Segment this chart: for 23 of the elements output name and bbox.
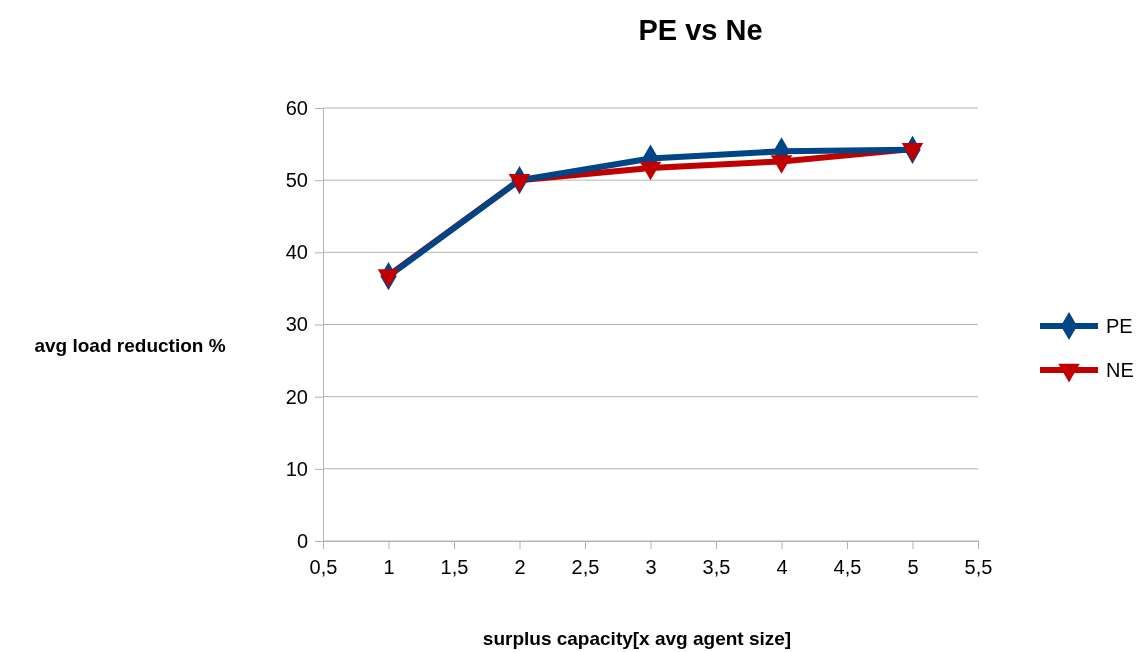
x-tick-label: 1	[383, 556, 395, 578]
x-tick-label: 5,5	[964, 556, 993, 578]
x-tick-label: 5	[907, 556, 919, 578]
x-tick-label: 2	[514, 556, 526, 578]
y-tick-label: 30	[285, 313, 308, 336]
y-tick-label: 10	[285, 457, 308, 480]
x-tick-label: 0,5	[309, 556, 338, 578]
chart-title: PE vs Ne	[638, 14, 763, 46]
x-tick-label: 4	[776, 556, 788, 578]
x-tick-label: 3,5	[702, 556, 731, 578]
x-tick-label: 2,5	[571, 556, 600, 578]
y-axis-title: avg load reduction %	[34, 335, 226, 356]
legend-label: PE	[1106, 315, 1133, 337]
y-tick-label: 50	[285, 169, 308, 192]
x-tick-label: 4,5	[833, 556, 862, 578]
x-tick-label: 3	[645, 556, 657, 578]
x-tick-label: 1,5	[440, 556, 469, 578]
legend-label: NE	[1106, 359, 1134, 381]
y-tick-label: 20	[285, 385, 308, 408]
y-tick-label: 60	[285, 96, 308, 119]
y-tick-label: 0	[296, 529, 308, 552]
y-tick-label: 40	[285, 241, 308, 264]
x-axis-title: surplus capacity[x avg agent size]	[482, 628, 792, 649]
